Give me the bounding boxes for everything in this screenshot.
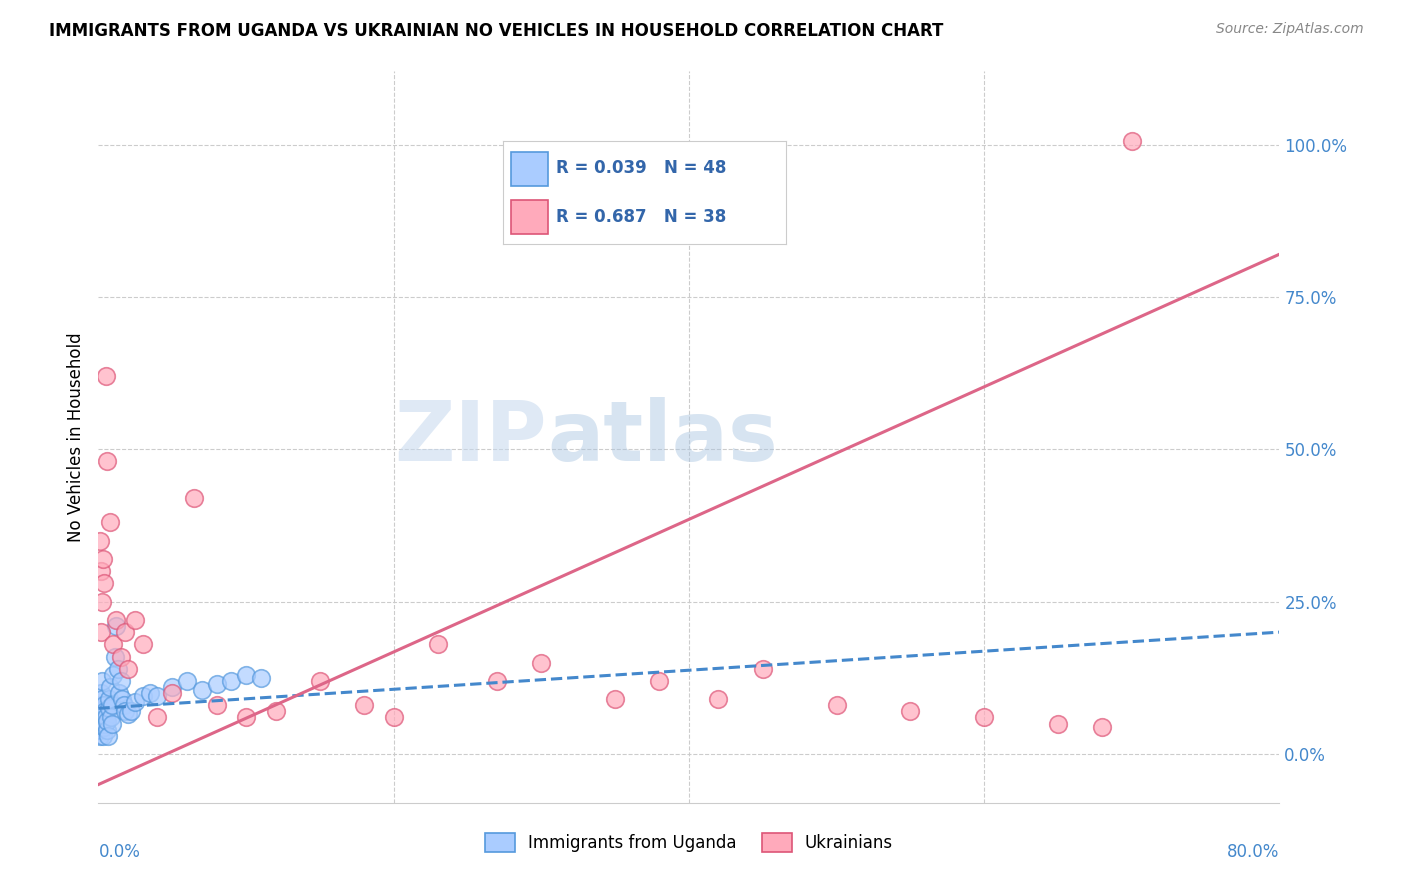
Y-axis label: No Vehicles in Household: No Vehicles in Household — [66, 332, 84, 542]
Text: Source: ZipAtlas.com: Source: ZipAtlas.com — [1216, 22, 1364, 37]
Point — [107, 662, 129, 676]
Point — [707, 692, 730, 706]
Point — [97, 729, 120, 743]
Text: R = 0.039   N = 48: R = 0.039 N = 48 — [557, 159, 727, 178]
Point — [205, 698, 228, 713]
Point — [100, 710, 122, 724]
Text: R = 0.687   N = 38: R = 0.687 N = 38 — [557, 208, 727, 226]
Point — [108, 686, 131, 700]
Point — [132, 689, 155, 703]
Text: atlas: atlas — [547, 397, 778, 477]
Point — [139, 686, 162, 700]
Point — [1121, 135, 1143, 149]
Point — [124, 613, 146, 627]
Point — [96, 454, 118, 468]
Point — [486, 673, 509, 688]
Point — [110, 649, 132, 664]
Point — [101, 716, 124, 731]
Point — [309, 673, 332, 688]
Point — [90, 692, 112, 706]
Point — [91, 552, 114, 566]
Point — [91, 716, 114, 731]
Point — [89, 723, 111, 737]
Point — [90, 625, 112, 640]
Point — [648, 673, 671, 688]
Point — [205, 677, 228, 691]
Point — [162, 680, 183, 694]
Legend: Immigrants from Uganda, Ukrainians: Immigrants from Uganda, Ukrainians — [477, 824, 901, 860]
Point — [530, 656, 553, 670]
Point — [98, 516, 121, 530]
Point — [91, 594, 114, 608]
Point — [132, 637, 155, 651]
Point — [120, 705, 142, 719]
Point — [117, 662, 139, 676]
Point — [91, 729, 114, 743]
Point — [94, 705, 117, 719]
Point — [89, 729, 111, 743]
Point — [146, 710, 169, 724]
Point — [94, 369, 117, 384]
Point — [90, 698, 112, 713]
Point — [89, 716, 111, 731]
Point — [183, 491, 205, 505]
Point — [752, 662, 775, 676]
Point — [114, 705, 136, 719]
Point — [353, 698, 375, 713]
Point — [1047, 716, 1070, 731]
Point — [162, 686, 183, 700]
Point — [94, 710, 117, 724]
Point — [96, 723, 118, 737]
Point — [89, 705, 111, 719]
Point — [110, 673, 132, 688]
Point — [93, 720, 115, 734]
Point — [1091, 720, 1114, 734]
Point — [93, 576, 115, 591]
Point — [235, 710, 257, 724]
Point — [111, 692, 134, 706]
Point — [93, 698, 115, 713]
Point — [98, 680, 121, 694]
Point — [605, 692, 627, 706]
Point — [97, 701, 120, 715]
Point — [89, 533, 111, 548]
Point — [114, 625, 136, 640]
Point — [103, 637, 125, 651]
Point — [103, 667, 125, 681]
Text: IMMIGRANTS FROM UGANDA VS UKRAINIAN NO VEHICLES IN HOUSEHOLD CORRELATION CHART: IMMIGRANTS FROM UGANDA VS UKRAINIAN NO V… — [49, 22, 943, 40]
Point — [112, 698, 135, 713]
FancyBboxPatch shape — [512, 152, 548, 186]
Text: 80.0%: 80.0% — [1227, 843, 1279, 861]
Point — [264, 705, 287, 719]
Point — [250, 671, 273, 685]
Point — [98, 692, 121, 706]
Point — [105, 613, 128, 627]
Point — [427, 637, 450, 651]
Point — [221, 673, 243, 688]
Text: ZIP: ZIP — [395, 397, 547, 477]
Point — [90, 710, 112, 724]
Point — [90, 564, 112, 578]
Point — [91, 673, 114, 688]
Point — [973, 710, 995, 724]
Point — [176, 673, 198, 688]
Point — [825, 698, 848, 713]
Point — [117, 707, 139, 722]
Point — [100, 698, 122, 713]
Text: 0.0%: 0.0% — [98, 843, 141, 861]
Point — [93, 710, 115, 724]
Point — [104, 649, 127, 664]
Point — [235, 667, 257, 681]
Point — [90, 686, 112, 700]
Point — [146, 689, 169, 703]
Point — [124, 695, 146, 709]
FancyBboxPatch shape — [512, 200, 548, 234]
Point — [96, 714, 118, 728]
Point — [105, 619, 128, 633]
Point — [900, 705, 922, 719]
Point — [93, 716, 115, 731]
Point — [191, 683, 214, 698]
Point — [382, 710, 405, 724]
